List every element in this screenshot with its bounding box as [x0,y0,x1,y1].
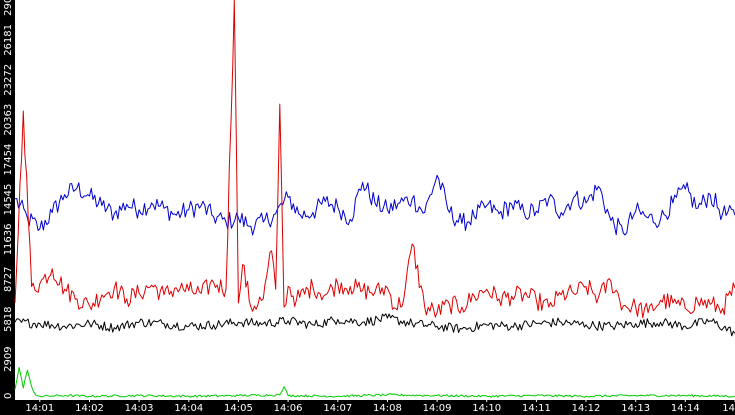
x-tick-label: 14:12 [572,403,601,414]
series-line-blue [14,174,735,236]
y-tick-label: 26181 [3,24,14,56]
y-tick-label: 14545 [3,184,14,216]
y-tick-label: 20363 [3,104,14,136]
series-line-red [14,0,735,319]
x-tick-label: 14:02 [75,403,104,414]
x-tick-label: 14:05 [224,403,253,414]
x-tick-label: 14:11 [522,403,551,414]
x-tick-label: 14:08 [373,403,402,414]
x-tick-label: 14:10 [472,403,501,414]
x-tick-label: 14:14 [671,403,700,414]
x-axis-ticks: 14:01 14:02 14:03 14:04 14:05 14:06 14:07 14:08… [25,400,735,414]
x-tick-label: 14:07 [323,403,352,414]
series-line-black [14,313,735,337]
x-tick-label: 14:09 [423,403,452,414]
series-layer [14,0,735,398]
y-tick-label: 11636 [3,223,14,255]
x-tick-label: 14:13 [621,403,650,414]
x-tick-label: 14:04 [174,403,203,414]
y-tick-label: 17454 [3,144,14,176]
x-tick-label: 14:03 [125,403,154,414]
y-axis-band [0,0,15,415]
y-axis-ticks: 0 2909 5818 8727 11636 14545 17454 20363 23272 26… [3,0,14,399]
x-axis-band [0,400,735,415]
y-tick-label: 2909 [3,346,14,371]
y-tick-label: 0 [3,393,14,399]
x-tick-label: 14:06 [274,403,303,414]
y-tick-label: 23272 [3,64,14,96]
y-tick-label: 8727 [3,267,14,292]
x-tick-label: 14 [722,403,735,414]
y-tick-label: 5818 [3,306,14,331]
y-tick-label: 29090 [3,0,14,16]
series-line-green [14,367,735,398]
x-tick-label: 14:01 [25,403,54,414]
